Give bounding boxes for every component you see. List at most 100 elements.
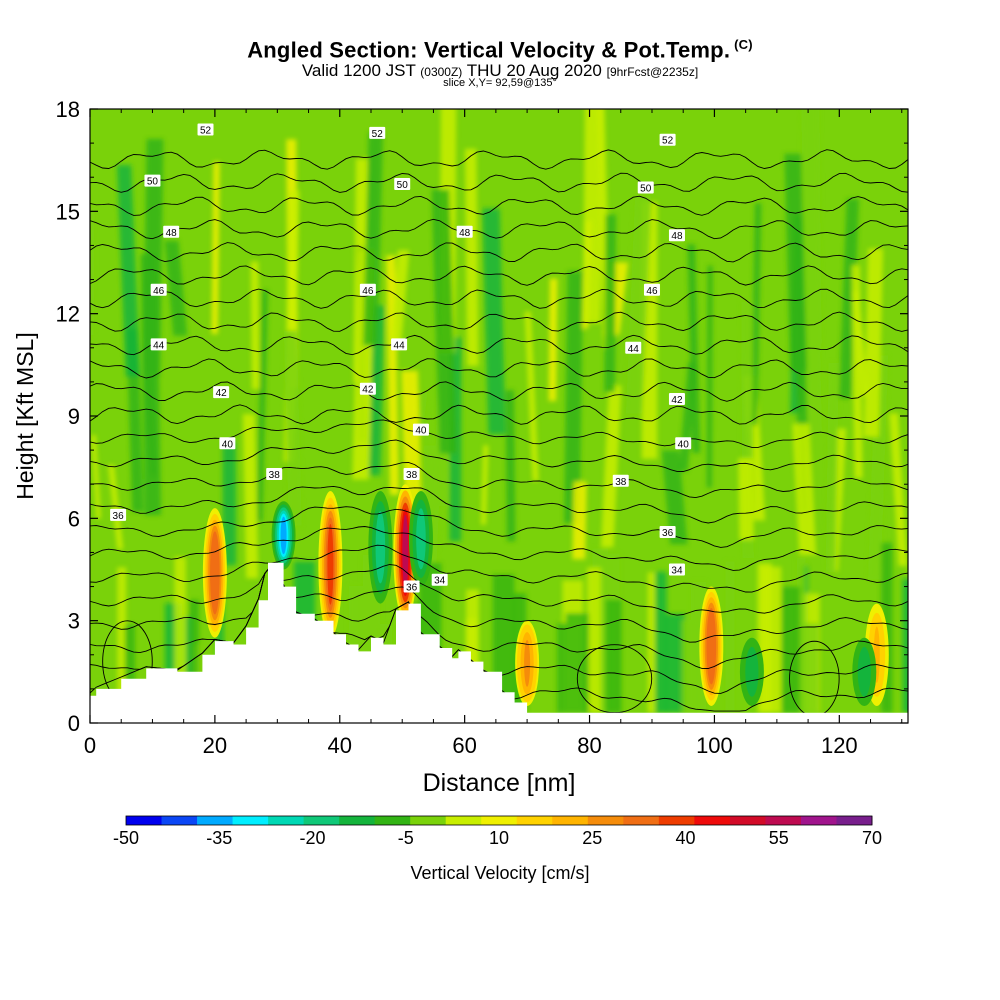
colorbar-swatch	[587, 816, 624, 825]
velocity-streak	[600, 385, 622, 548]
contour-label-text: 38	[269, 470, 281, 481]
contour-label-text: 38	[615, 477, 627, 488]
colorbar-swatch	[481, 816, 518, 825]
velocity-streak	[582, 109, 603, 324]
colorbar-swatch	[765, 816, 802, 825]
contour-label-box	[675, 437, 692, 450]
contour-label-text: 36	[113, 511, 125, 522]
velocity-streak	[548, 278, 558, 402]
velocity-streak	[781, 586, 800, 713]
contour-label: 46	[643, 283, 660, 297]
downdraft-level	[377, 516, 384, 579]
colorbar-label: Vertical Velocity [cm/s]	[410, 863, 590, 883]
x-tick-label: 0	[84, 733, 96, 758]
velocity-streak	[605, 599, 622, 713]
colorbar-frame	[125, 815, 873, 826]
velocity-streak	[852, 291, 869, 396]
downdraft-level	[280, 516, 287, 555]
contour-label: 48	[456, 225, 473, 239]
velocity-streak	[480, 445, 489, 525]
contour-label-box	[150, 283, 167, 296]
contour-label-text: 36	[406, 583, 418, 594]
contour-label: 42	[359, 382, 376, 396]
contour-label-box	[144, 174, 161, 187]
isentrope-line	[90, 149, 908, 170]
velocity-streak	[838, 198, 860, 399]
contour-label: 48	[163, 225, 180, 239]
isentrope-closed	[576, 644, 653, 714]
contour-label-box	[456, 225, 473, 238]
updraft-level	[708, 613, 715, 680]
colorbar-swatch	[623, 816, 660, 825]
velocity-streak	[587, 567, 604, 713]
velocity-streak	[805, 293, 823, 435]
updraft-level	[402, 514, 409, 590]
contour-label: 36	[110, 508, 127, 522]
downdraft-core	[368, 491, 393, 604]
contour-label-box	[359, 283, 376, 296]
velocity-streak	[174, 556, 186, 713]
potential-temperature-contours	[90, 149, 908, 717]
colorbar-tick-label: 40	[675, 828, 695, 848]
colorbar-swatch	[552, 816, 589, 825]
contour-label-box	[369, 126, 386, 139]
velocity-streak	[687, 244, 701, 454]
downdraft-level	[861, 653, 868, 691]
contour-label-box	[213, 386, 230, 399]
isentrope-line	[90, 564, 908, 643]
velocity-streak	[91, 435, 101, 519]
contour-label: 42	[668, 392, 685, 406]
x-tick-label: 100	[696, 733, 733, 758]
y-tick-label: 0	[68, 711, 80, 736]
contour-label: 40	[412, 423, 429, 437]
contour-label: 52	[659, 133, 676, 147]
velocity-streak	[797, 623, 819, 713]
velocity-streak	[164, 240, 188, 336]
isentrope-line	[90, 311, 908, 332]
colorbar-swatch	[268, 816, 305, 825]
velocity-streak	[117, 567, 127, 713]
contour-label-box	[403, 580, 420, 593]
colorbar-swatch	[445, 816, 482, 825]
velocity-streak	[565, 613, 589, 713]
y-tick-label: 18	[56, 97, 80, 122]
velocity-streak	[738, 458, 754, 540]
contour-label-box	[668, 392, 685, 405]
colorbar: -50 -35 -20 -5 10 25 40 55 70	[113, 815, 882, 848]
colorbar-swatch	[516, 816, 553, 825]
contour-label-text: 38	[406, 470, 418, 481]
contour-labels: 52 52 52 50 50 50 48 48 48 46 46 46 44 44 44 42 42 42 40 40…	[110, 123, 692, 594]
contour-label-box	[412, 423, 429, 436]
velocity-streak	[505, 390, 516, 542]
contour-label: 40	[219, 437, 236, 450]
updraft-core	[202, 508, 227, 638]
contour-label-box	[431, 573, 448, 586]
velocity-streak	[863, 248, 884, 438]
contour-label-text: 36	[662, 528, 674, 539]
contour-label-text: 48	[166, 228, 178, 239]
downdraft-core	[852, 637, 877, 706]
contour-label-box	[659, 133, 676, 146]
velocity-streak	[572, 481, 587, 560]
colorbar-swatch	[836, 816, 873, 825]
velocity-streak	[655, 571, 667, 713]
contour-label-box	[637, 181, 654, 194]
updraft-core	[318, 491, 343, 638]
contour-label-box	[391, 338, 408, 351]
isentrope-line	[90, 381, 908, 402]
velocity-streak	[750, 203, 762, 426]
contour-label-text: 40	[678, 439, 690, 450]
contour-label-text: 50	[147, 177, 159, 188]
contour-label-text: 44	[153, 340, 165, 351]
contour-label: 46	[150, 283, 167, 297]
contour-label-box	[150, 338, 167, 351]
contour-label-text: 46	[646, 286, 658, 297]
terrain	[90, 562, 908, 723]
velocity-streak	[647, 572, 655, 713]
updraft-level	[211, 537, 218, 609]
isentrope-line	[90, 218, 908, 240]
velocity-streak	[256, 289, 269, 522]
velocity-streak	[868, 355, 889, 580]
colorbar-swatch	[410, 816, 447, 825]
colorbar-tick-label: -50	[113, 828, 139, 848]
